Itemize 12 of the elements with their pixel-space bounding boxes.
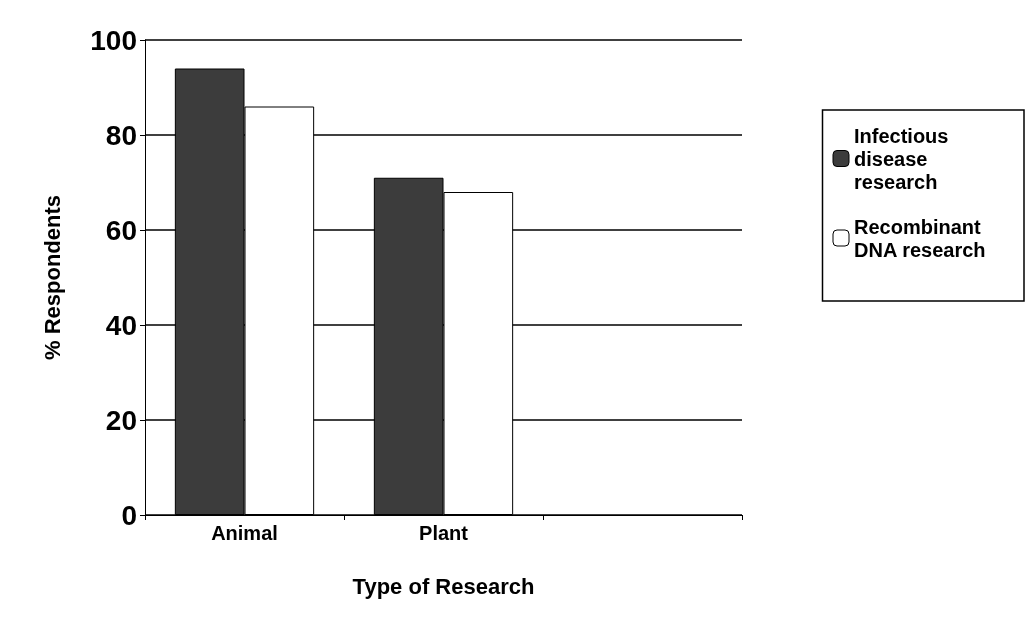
x-axis-title: Type of Research [352,573,535,599]
y-axis-title: % Respondents [39,194,65,361]
y-tick-label: 100 [90,24,137,56]
x-tick-label: Plant [419,522,469,544]
y-tick-label: 0 [121,499,137,531]
y-tick-label: 40 [105,309,137,341]
y-tick-label: 60 [105,214,137,246]
legend-label: Recombinant DNA research [854,215,987,261]
y-tick-label: 20 [105,404,137,436]
x-tick-label: Animal [211,522,278,544]
legend-label: Infectious disease research [854,124,955,193]
y-tick-label: 80 [105,119,137,151]
